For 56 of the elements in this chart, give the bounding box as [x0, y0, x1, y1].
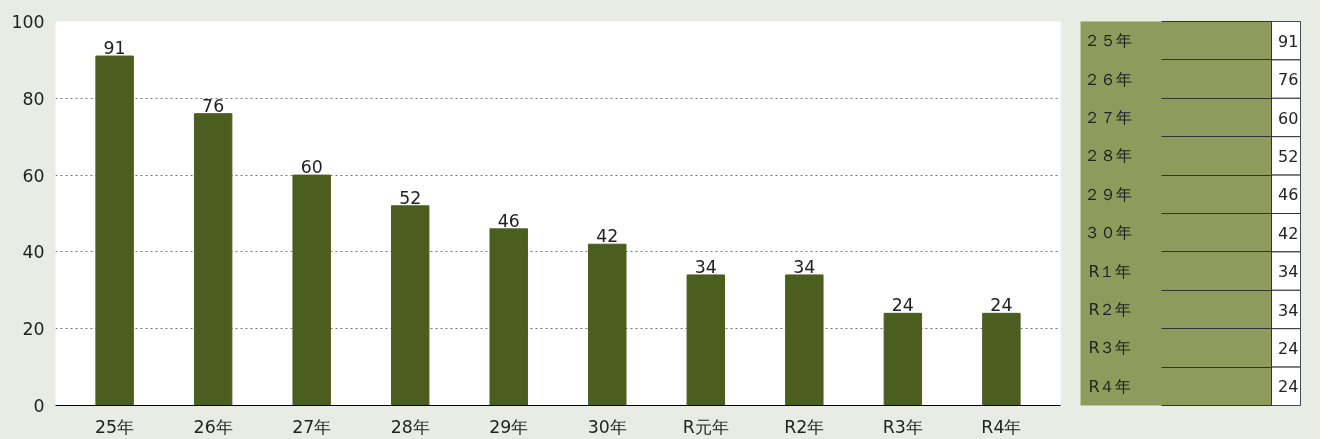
x-tick-label: R元年: [682, 416, 729, 437]
data-label: 42: [596, 226, 619, 247]
data-label: 46: [497, 210, 520, 231]
data-label: 34: [694, 256, 717, 277]
y-tick-label: R４年: [1088, 376, 1132, 396]
x-tick-label: 30年: [587, 416, 627, 437]
bar: [982, 312, 1021, 406]
y-tick-label: ２７年: [1083, 108, 1132, 127]
x-tick-label: R2年: [784, 416, 825, 437]
y-tick-label: ２５年: [1083, 31, 1132, 51]
data-label: 46: [1278, 185, 1299, 205]
y-tick-label: 100: [11, 12, 45, 32]
bar: [883, 312, 923, 406]
data-label: 34: [1278, 262, 1299, 282]
y-tick-label: ２６年: [1083, 69, 1132, 89]
data-label: 60: [300, 157, 323, 178]
y-tick-label: ２８年: [1083, 146, 1132, 166]
bar: [686, 274, 726, 406]
data-label: 24: [891, 295, 914, 316]
x-tick-label: 25年: [95, 416, 135, 437]
data-label: 76: [202, 95, 225, 116]
bar: [95, 55, 134, 406]
data-label: 91: [1278, 31, 1299, 51]
x-tick-label: 29年: [489, 416, 529, 437]
y-tick-label: ３０年: [1083, 223, 1132, 243]
x-tick-label: 28年: [390, 416, 430, 437]
data-label: 52: [1278, 146, 1299, 166]
data-label: 34: [1278, 300, 1299, 320]
y-tick-label: 40: [22, 242, 45, 263]
data-label: 76: [1278, 70, 1299, 90]
x-tick-label: R3年: [882, 416, 923, 437]
bar: [193, 113, 233, 406]
data-label: 42: [1278, 223, 1299, 243]
data-label: 34: [793, 256, 816, 277]
y-tick-label: 20: [22, 319, 45, 340]
data-label: 60: [1278, 108, 1299, 128]
data-label: 52: [399, 187, 422, 208]
y-tick-label: R１年: [1088, 261, 1132, 281]
data-label: 24: [1278, 377, 1299, 397]
x-tick-label: 26年: [193, 416, 233, 437]
bar: [588, 243, 627, 406]
bar: [292, 174, 331, 406]
data-label: 91: [103, 38, 126, 59]
y-tick-label: R２年: [1088, 300, 1132, 319]
y-tick-label: 80: [22, 88, 45, 109]
bar: [785, 274, 824, 406]
x-tick-label: 27年: [292, 416, 332, 437]
y-tick-label: 60: [22, 165, 45, 186]
x-tick-label: R4年: [981, 416, 1022, 437]
bar: [390, 205, 430, 406]
y-tick-label: ２９年: [1083, 184, 1132, 204]
y-tick-label: 0: [33, 396, 45, 416]
data-label: 24: [990, 295, 1013, 316]
bar: [489, 228, 528, 406]
data-label: 24: [1278, 338, 1299, 358]
y-tick-label: R３年: [1088, 338, 1132, 358]
